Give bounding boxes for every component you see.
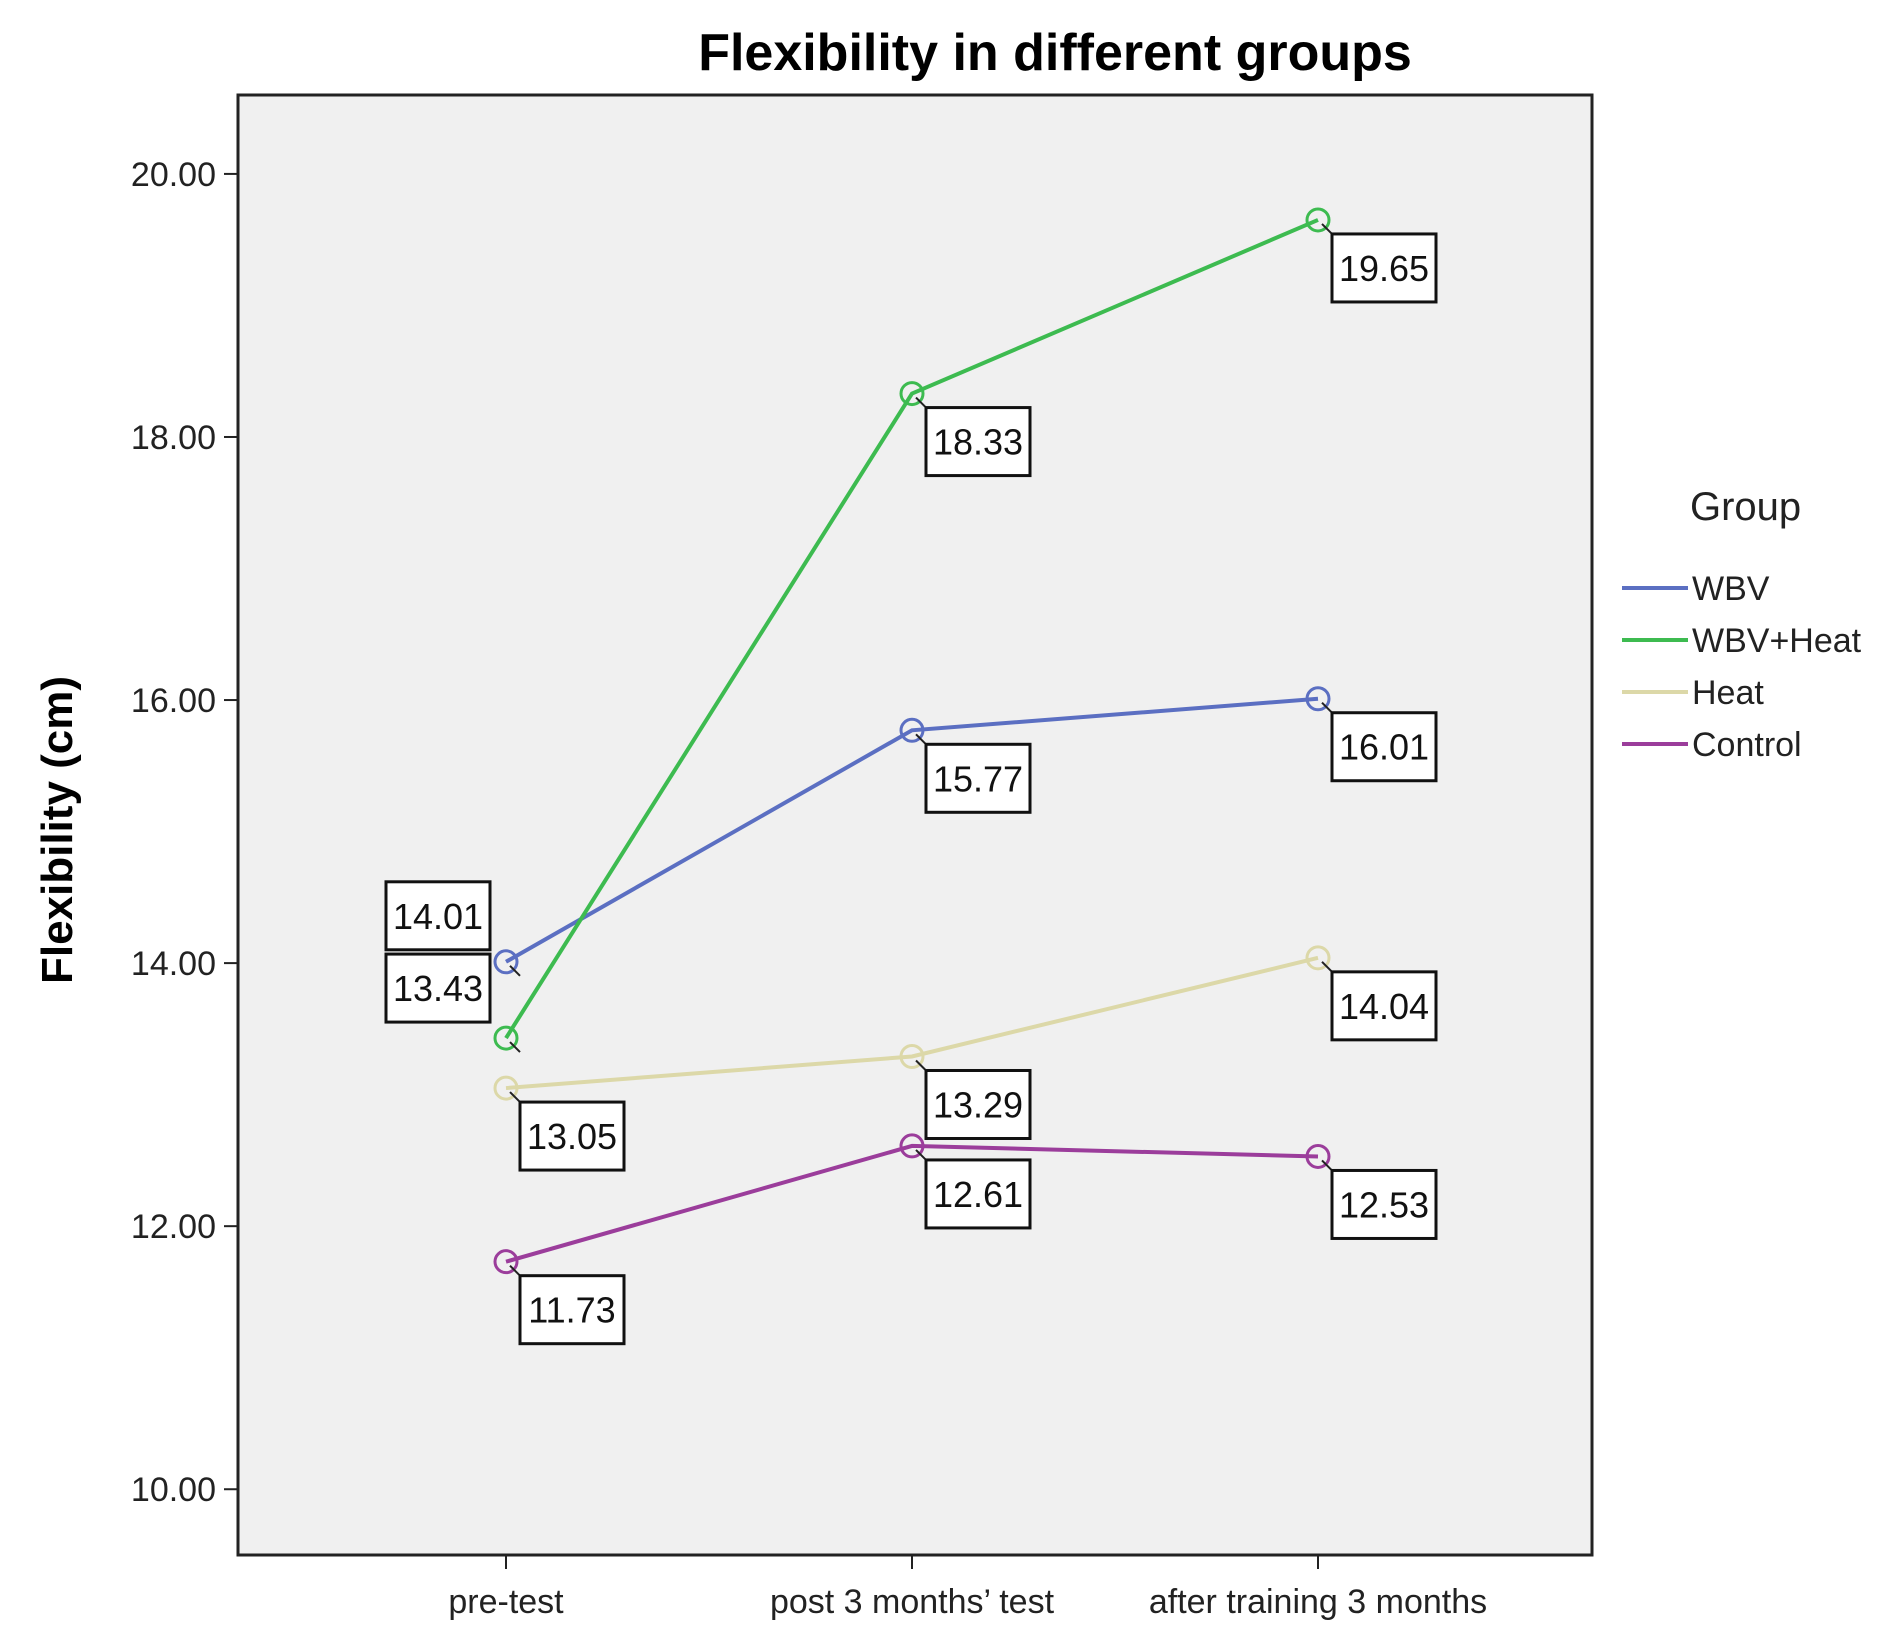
- x-tick-label: pre-test: [448, 1583, 564, 1621]
- data-label: 16.01: [1339, 727, 1429, 768]
- data-point: [899, 381, 925, 407]
- data-label-box: [924, 742, 1032, 814]
- data-point: [1305, 686, 1331, 712]
- data-point: [899, 1133, 925, 1159]
- series-line-wbv: [505, 696, 1319, 964]
- data-label-box: [1330, 711, 1438, 783]
- legend-item: WBV: [1692, 570, 1770, 608]
- plot-area: [236, 93, 1594, 1557]
- data-label-leader: [915, 1059, 927, 1072]
- data-point: [493, 1249, 519, 1275]
- data-label-box: [518, 1274, 626, 1346]
- data-label: 12.53: [1339, 1184, 1429, 1225]
- x-axis: pre-test post 3 months’ test after trainin…: [448, 1555, 1487, 1621]
- data-point: [899, 717, 925, 743]
- legend-item: WBV+Heat: [1692, 622, 1862, 660]
- data-label-leader: [1321, 961, 1333, 973]
- legend-title: Group: [1690, 485, 1801, 529]
- data-label: 18.33: [933, 422, 1023, 463]
- y-tick-label: 18.00: [131, 419, 216, 457]
- y-tick-label: 12.00: [131, 1208, 216, 1246]
- data-label-leader: [509, 1264, 521, 1277]
- chart-title: Flexibility in different groups: [698, 24, 1412, 82]
- series-line-wbv-heat: [504, 218, 1319, 1040]
- data-label-box: [384, 880, 492, 952]
- data-label-box: [1330, 1168, 1438, 1240]
- y-tick-label: 14.00: [131, 945, 216, 983]
- series-line-control: [505, 1143, 1319, 1264]
- data-point: [1305, 1143, 1331, 1169]
- data-label: 12.61: [933, 1174, 1023, 1215]
- series-line-heat: [505, 955, 1319, 1091]
- data-label-leader: [509, 1041, 521, 1053]
- y-tick-label: 20.00: [131, 156, 216, 194]
- data-label: 19.65: [1339, 248, 1429, 289]
- series-layer: [493, 207, 1331, 1275]
- data-label: 11.73: [528, 1290, 615, 1331]
- data-label: 14.01: [393, 896, 483, 937]
- data-label: 13.05: [527, 1116, 617, 1157]
- data-label-leader: [1321, 1159, 1333, 1172]
- data-label-leader: [509, 1091, 521, 1103]
- data-label-leader: [1321, 702, 1333, 714]
- data-label-leader: [915, 396, 927, 409]
- data-label-box: [1330, 970, 1438, 1042]
- data-label-box: [384, 952, 492, 1024]
- data-label: 14.04: [1339, 986, 1429, 1027]
- data-point: [899, 1043, 925, 1069]
- legend-item: Heat: [1692, 674, 1764, 712]
- x-tick-label: after training 3 months: [1149, 1583, 1487, 1621]
- data-label-leader: [1321, 223, 1333, 235]
- y-axis: 10.00 12.00 14.00 16.00 18.00 20.00: [131, 156, 238, 1509]
- data-label: 13.29: [933, 1084, 1023, 1125]
- data-label: 13.43: [393, 968, 483, 1009]
- data-point: [493, 1025, 519, 1051]
- y-tick-label: 16.00: [131, 682, 216, 720]
- data-labels: 14.01 15.77 16.01 13.43 18.33 19.65 13.05 13.29…: [384, 223, 1438, 1346]
- y-tick-label: 10.00: [131, 1471, 216, 1509]
- data-point: [1305, 945, 1331, 971]
- data-label-leader: [915, 1149, 927, 1161]
- data-label: 15.77: [933, 758, 1023, 799]
- y-axis-title: Flexibility (cm): [33, 676, 82, 984]
- data-label-box: [518, 1100, 626, 1172]
- x-tick-label: post 3 months’ test: [770, 1583, 1055, 1621]
- data-label-box: [924, 1068, 1032, 1140]
- data-label-leader: [915, 733, 927, 746]
- data-point: [493, 949, 519, 975]
- legend: Group WBV WBV+Heat Heat Control: [1622, 485, 1862, 764]
- data-point: [1305, 207, 1331, 233]
- data-label-box: [924, 406, 1032, 478]
- data-label-leader: [509, 965, 521, 977]
- data-label-box: [924, 1158, 1032, 1230]
- data-point: [493, 1075, 519, 1101]
- data-label-box: [1330, 232, 1438, 304]
- legend-item: Control: [1692, 726, 1802, 764]
